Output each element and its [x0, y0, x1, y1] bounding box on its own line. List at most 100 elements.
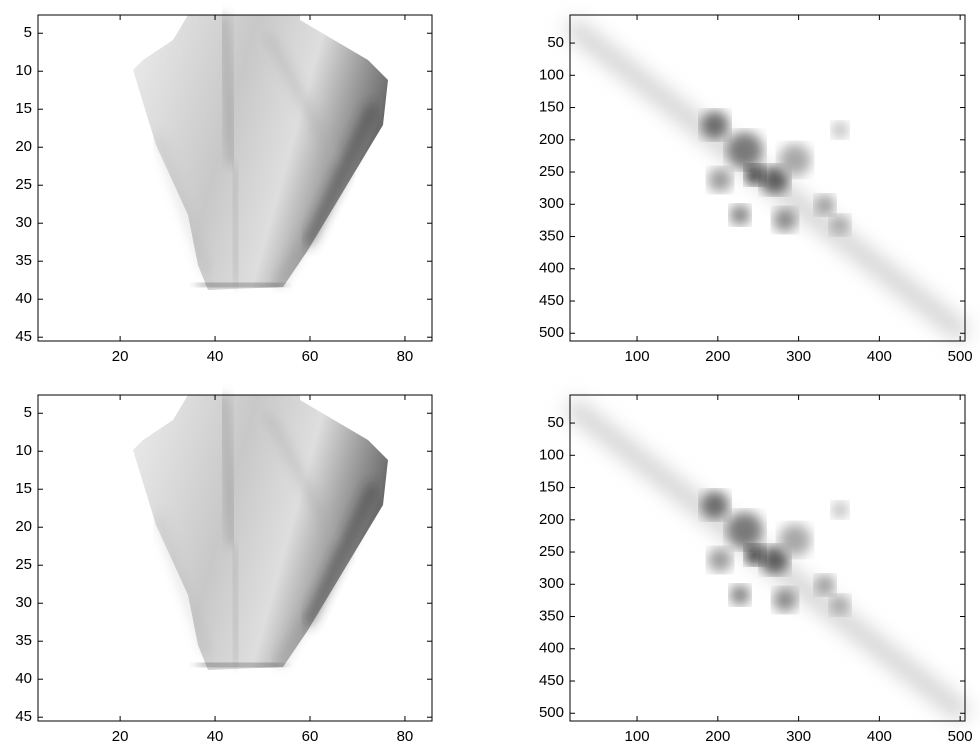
image-blob — [708, 548, 732, 572]
x-tick-label: 400 — [867, 728, 892, 745]
y-tick-label: 450 — [539, 292, 564, 309]
y-tick-label: 50 — [547, 34, 564, 51]
image-streak — [305, 483, 376, 627]
x-tick-label: 500 — [948, 348, 973, 365]
image-blob — [773, 208, 797, 232]
x-tick-label: 20 — [112, 348, 129, 365]
image-streak — [197, 660, 284, 670]
y-tick-label: 40 — [15, 670, 32, 687]
image-streak — [231, 544, 240, 666]
x-tick-label: 40 — [207, 728, 224, 745]
y-tick-label: 50 — [547, 414, 564, 431]
x-tick-label: 100 — [625, 728, 650, 745]
x-tick-label: 100 — [625, 348, 650, 365]
image-blob — [745, 165, 765, 185]
y-tick-label: 150 — [539, 99, 564, 116]
y-tick-label: 500 — [539, 704, 564, 721]
y-tick-label: 25 — [15, 176, 32, 193]
image-blob — [815, 575, 835, 595]
x-tick-label: 80 — [397, 348, 414, 365]
y-tick-label: 15 — [15, 100, 32, 117]
image-streak — [265, 33, 341, 167]
x-tick-label: 20 — [112, 728, 129, 745]
x-tick-label: 80 — [397, 728, 414, 745]
axes-frame — [37, 394, 433, 722]
image-blob — [830, 215, 850, 235]
image-blob — [745, 545, 765, 565]
y-tick-label: 250 — [539, 163, 564, 180]
image-streak — [231, 164, 240, 286]
x-tick-label: 40 — [207, 348, 224, 365]
image-blob — [773, 588, 797, 612]
axes-frame — [569, 14, 966, 342]
image-blob — [727, 512, 763, 548]
y-tick-label: 20 — [15, 138, 32, 155]
x-tick-label: 300 — [786, 728, 811, 745]
x-tick-label: 200 — [705, 728, 730, 745]
image-streak — [305, 103, 376, 247]
image-blob — [730, 585, 750, 605]
y-tick-label: 20 — [15, 518, 32, 535]
x-tick-label: 400 — [867, 348, 892, 365]
y-tick-label: 400 — [539, 260, 564, 277]
image-streak — [197, 280, 284, 290]
image-blob — [708, 168, 732, 192]
image-content — [564, 397, 971, 723]
image-content — [133, 14, 388, 290]
y-tick-label: 15 — [15, 480, 32, 497]
y-tick-label: 400 — [539, 640, 564, 657]
image-streak — [265, 413, 341, 547]
y-tick-label: 10 — [15, 442, 32, 459]
x-tick-label: 60 — [302, 728, 319, 745]
image-streak — [220, 394, 236, 546]
x-tick-label: 300 — [786, 348, 811, 365]
image-blob — [701, 491, 729, 519]
y-tick-label: 5 — [24, 404, 32, 421]
y-tick-label: 35 — [15, 632, 32, 649]
image-blob — [832, 502, 848, 518]
image-streak — [220, 14, 236, 166]
y-tick-label: 45 — [15, 328, 32, 345]
x-tick-label: 200 — [705, 348, 730, 365]
image-content — [133, 394, 388, 670]
image-blob — [730, 205, 750, 225]
y-tick-label: 150 — [539, 479, 564, 496]
y-tick-label: 45 — [15, 708, 32, 725]
y-tick-label: 25 — [15, 556, 32, 573]
image-blob — [832, 122, 848, 138]
y-tick-label: 5 — [24, 24, 32, 41]
y-tick-label: 200 — [539, 511, 564, 528]
y-tick-label: 350 — [539, 227, 564, 244]
image-region — [133, 15, 388, 290]
y-tick-label: 35 — [15, 252, 32, 269]
x-tick-label: 500 — [948, 728, 973, 745]
y-tick-label: 500 — [539, 324, 564, 341]
image-blob — [779, 144, 811, 176]
image-blob — [727, 132, 763, 168]
image-blob — [701, 111, 729, 139]
x-tick-label: 60 — [302, 348, 319, 365]
image-blob — [815, 195, 835, 215]
y-tick-label: 10 — [15, 62, 32, 79]
y-tick-label: 30 — [15, 594, 32, 611]
image-blob — [830, 595, 850, 615]
y-tick-label: 250 — [539, 543, 564, 560]
y-tick-label: 300 — [539, 575, 564, 592]
y-tick-label: 450 — [539, 672, 564, 689]
y-tick-label: 300 — [539, 195, 564, 212]
image-blob — [761, 166, 789, 194]
image-region — [133, 395, 388, 670]
y-tick-label: 30 — [15, 214, 32, 231]
axes-frame — [569, 394, 966, 722]
axes-frame — [37, 14, 433, 342]
y-tick-label: 350 — [539, 607, 564, 624]
y-tick-label: 100 — [539, 66, 564, 83]
y-tick-label: 100 — [539, 446, 564, 463]
image-blob — [761, 546, 789, 574]
image-content — [564, 17, 971, 343]
image-streak — [156, 514, 210, 656]
y-tick-label: 40 — [15, 290, 32, 307]
image-blob — [779, 524, 811, 556]
